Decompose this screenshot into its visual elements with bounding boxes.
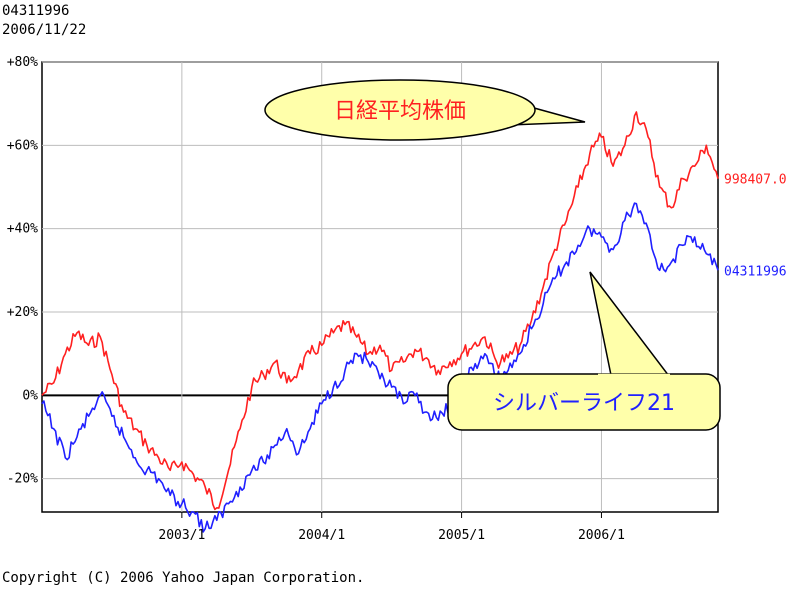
x-tick-label: 2005/1: [438, 528, 485, 543]
header-code: 04311996: [2, 3, 70, 19]
x-tick-label: 2006/1: [578, 528, 625, 543]
series-end-label: 998407.0: [724, 173, 787, 188]
y-tick-label: +20%: [7, 305, 38, 320]
y-tick-label: +40%: [7, 222, 38, 237]
y-tick-label: +80%: [7, 55, 38, 70]
copyright-text: Copyright (C) 2006 Yahoo Japan Corporati…: [2, 570, 365, 586]
series-line-fund: [41, 202, 719, 533]
x-tick-label: 2004/1: [298, 528, 345, 543]
y-tick-label: -20%: [7, 472, 38, 487]
callout-text-nikkei: 日経平均株価: [334, 99, 466, 124]
callout-bubble-fund: [447, 373, 721, 431]
callout-bubble-nikkei: [264, 79, 536, 141]
series-line-nikkei: [41, 111, 719, 511]
series-end-label: 04311996: [724, 264, 787, 279]
callout-text-fund: シルバーライフ21: [493, 391, 675, 416]
x-tick-label: 2003/1: [158, 528, 205, 543]
header-date: 2006/11/22: [2, 22, 87, 38]
y-tick-label: +60%: [7, 138, 38, 153]
y-tick-label: 0%: [22, 388, 38, 403]
